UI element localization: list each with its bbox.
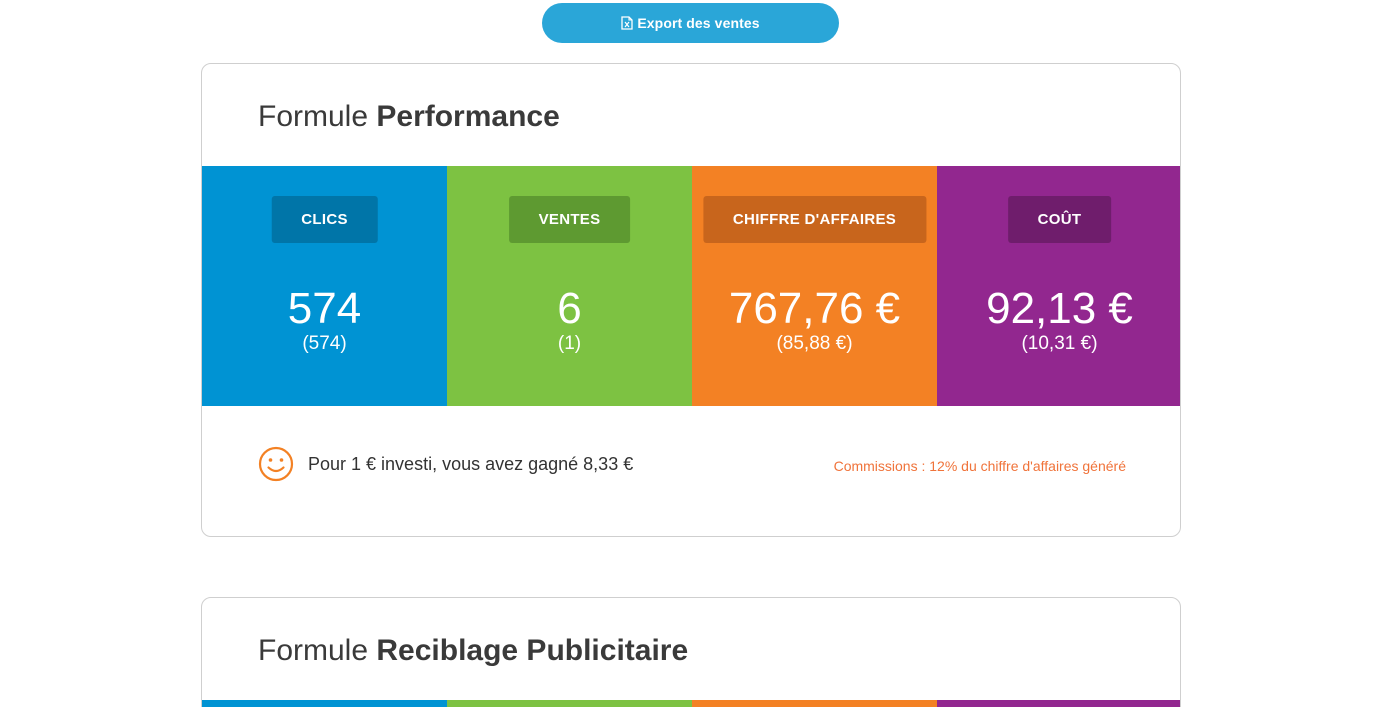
roi-text: Pour 1 € investi, vous avez gagné 8,33 € [308,454,634,474]
performance-footer: Pour 1 € investi, vous avez gagné 8,33 €… [258,446,1126,482]
stat-clicks-value: 574 [287,284,362,333]
performance-title-strong: Performance [376,100,560,133]
retargeting-title-strong: Reciblage Publicitaire [376,634,689,667]
performance-card: Formule Performance CLICS 574 (574) VENT… [201,63,1181,537]
stat-clicks: CLICS 574 (574) [202,166,447,406]
stat-clicks-sub: (574) [302,333,347,354]
retargeting-stat-orange [692,700,937,707]
performance-title: Formule Performance [258,100,560,134]
smiley-icon [258,446,294,482]
export-sales-button[interactable]: Export des ventes [542,3,839,43]
stat-sales: VENTES 6 (1) [447,166,692,406]
stat-cost-label: COÛT [1007,196,1112,243]
retargeting-stats [202,700,1180,707]
stat-sales-label: VENTES [508,196,631,243]
retargeting-stat-blue [202,700,447,707]
performance-title-prefix: Formule [258,100,369,133]
stat-revenue-value: 767,76 € [728,284,901,333]
stat-revenue: CHIFFRE D'AFFAIRES 767,76 € (85,88 €) [692,166,937,406]
stat-sales-value: 6 [557,284,582,333]
performance-stats: CLICS 574 (574) VENTES 6 (1) CHIFFRE D'A… [202,166,1180,406]
file-export-icon [621,16,633,30]
retargeting-title-prefix: Formule [258,634,369,667]
retargeting-stat-purple [937,700,1180,707]
stat-clicks-label: CLICS [271,196,378,243]
stat-sales-sub: (1) [557,333,582,354]
retargeting-title: Formule Reciblage Publicitaire [258,634,688,668]
stat-cost-sub: (10,31 €) [1021,333,1098,354]
stat-revenue-label: CHIFFRE D'AFFAIRES [702,196,927,243]
commission-note: Commissions : 12% du chiffre d'affaires … [833,458,1126,474]
retargeting-card: Formule Reciblage Publicitaire [201,597,1181,707]
stat-cost-value: 92,13 € [986,284,1133,333]
stat-revenue-sub: (85,88 €) [776,333,853,354]
export-sales-label: Export des ventes [637,15,760,31]
retargeting-stat-green [447,700,692,707]
stat-cost: COÛT 92,13 € (10,31 €) [937,166,1180,406]
